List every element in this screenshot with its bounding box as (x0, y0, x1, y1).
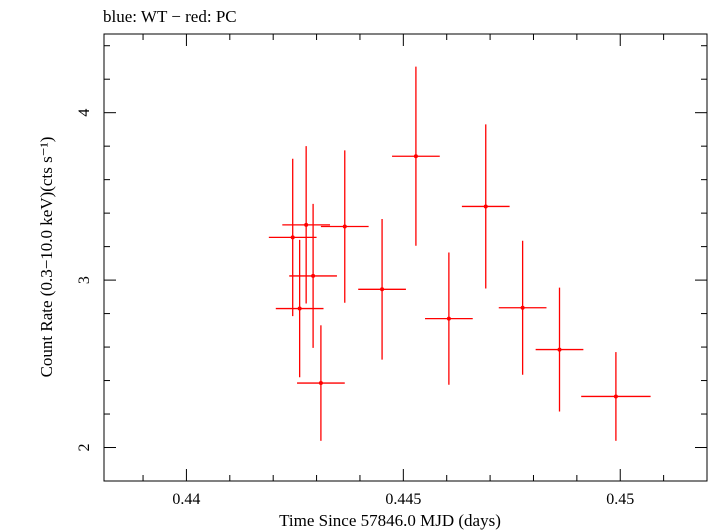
data-point (275, 239, 324, 378)
point-marker (311, 273, 316, 278)
data-point (461, 124, 510, 289)
x-tick-label: 0.445 (385, 491, 421, 508)
point-marker (342, 224, 347, 229)
point-marker (304, 222, 309, 227)
point-marker (380, 287, 385, 292)
data-point (297, 325, 345, 441)
data-point (289, 203, 337, 348)
y-tick-label: 3 (76, 276, 93, 284)
data-point (581, 352, 651, 441)
x-tick-label: 0.44 (172, 491, 200, 508)
y-axis-label: Count Rate (0.3−10.0 keV)(cts s⁻¹) (37, 137, 56, 378)
x-axis-label: Time Since 57846.0 MJD (days) (279, 511, 501, 530)
axis-tick-labels: 0.44 0.445 0.45 2 3 4 (76, 109, 634, 508)
data-point (320, 150, 369, 303)
point-marker (557, 347, 562, 352)
data-point (358, 218, 406, 360)
point-marker (413, 154, 418, 159)
point-marker (446, 316, 451, 321)
data-point (425, 252, 473, 385)
y-tick-label: 4 (76, 109, 93, 117)
data-point (392, 66, 440, 246)
point-marker (613, 394, 618, 399)
data-point (282, 146, 331, 304)
chart-title: blue: WT − red: PC (103, 7, 237, 26)
data-point (498, 240, 547, 375)
y-tick-label: 2 (76, 444, 93, 452)
point-marker (483, 204, 488, 209)
x-tick-label: 0.45 (606, 491, 634, 508)
point-marker (297, 306, 302, 311)
data-point (535, 287, 584, 412)
data-points (268, 66, 651, 441)
plot-frame (103, 33, 708, 482)
point-marker (520, 305, 525, 310)
point-marker (318, 381, 323, 386)
point-marker (290, 235, 295, 240)
data-point (268, 158, 317, 317)
axis-ticks (104, 34, 708, 482)
